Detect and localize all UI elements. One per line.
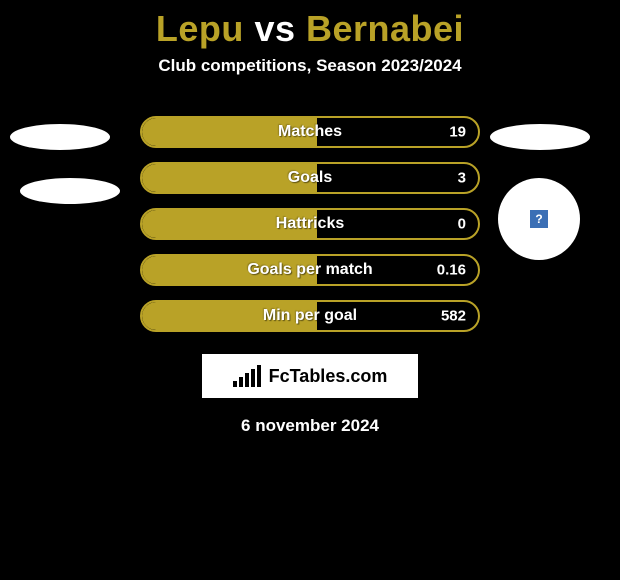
player-badge: ? [498,178,580,260]
page-title: Lepu vs Bernabei [0,0,620,50]
date-text: 6 november 2024 [0,416,620,436]
stat-label: Min per goal [263,307,357,325]
stat-label: Matches [278,123,342,141]
stat-bar: Min per goal 582 [140,300,480,332]
stat-value: 582 [441,308,466,325]
stat-value: 3 [458,170,466,187]
stat-bar: Goals per match 0.16 [140,254,480,286]
title-player2: Bernabei [306,8,464,49]
stat-value: 0 [458,216,466,233]
subtitle: Club competitions, Season 2023/2024 [0,56,620,76]
bar-chart-icon [233,365,261,387]
stat-bar: Matches 19 [140,116,480,148]
brand-box: FcTables.com [202,354,418,398]
stat-label: Hattricks [276,215,344,233]
stat-bar: Hattricks 0 [140,208,480,240]
stat-label: Goals per match [247,261,372,279]
decor-ellipse [490,124,590,150]
title-vs: vs [254,8,295,49]
brand-text: FcTables.com [269,366,388,387]
question-icon: ? [530,210,548,228]
title-player1: Lepu [156,8,244,49]
decor-ellipse [20,178,120,204]
stat-value: 0.16 [437,262,466,279]
stat-bar: Goals 3 [140,162,480,194]
stat-value: 19 [449,124,466,141]
decor-ellipse [10,124,110,150]
stats-container: Matches 19 Goals 3 Hattricks 0 Goals per match… [140,116,480,332]
stat-label: Goals [288,169,332,187]
